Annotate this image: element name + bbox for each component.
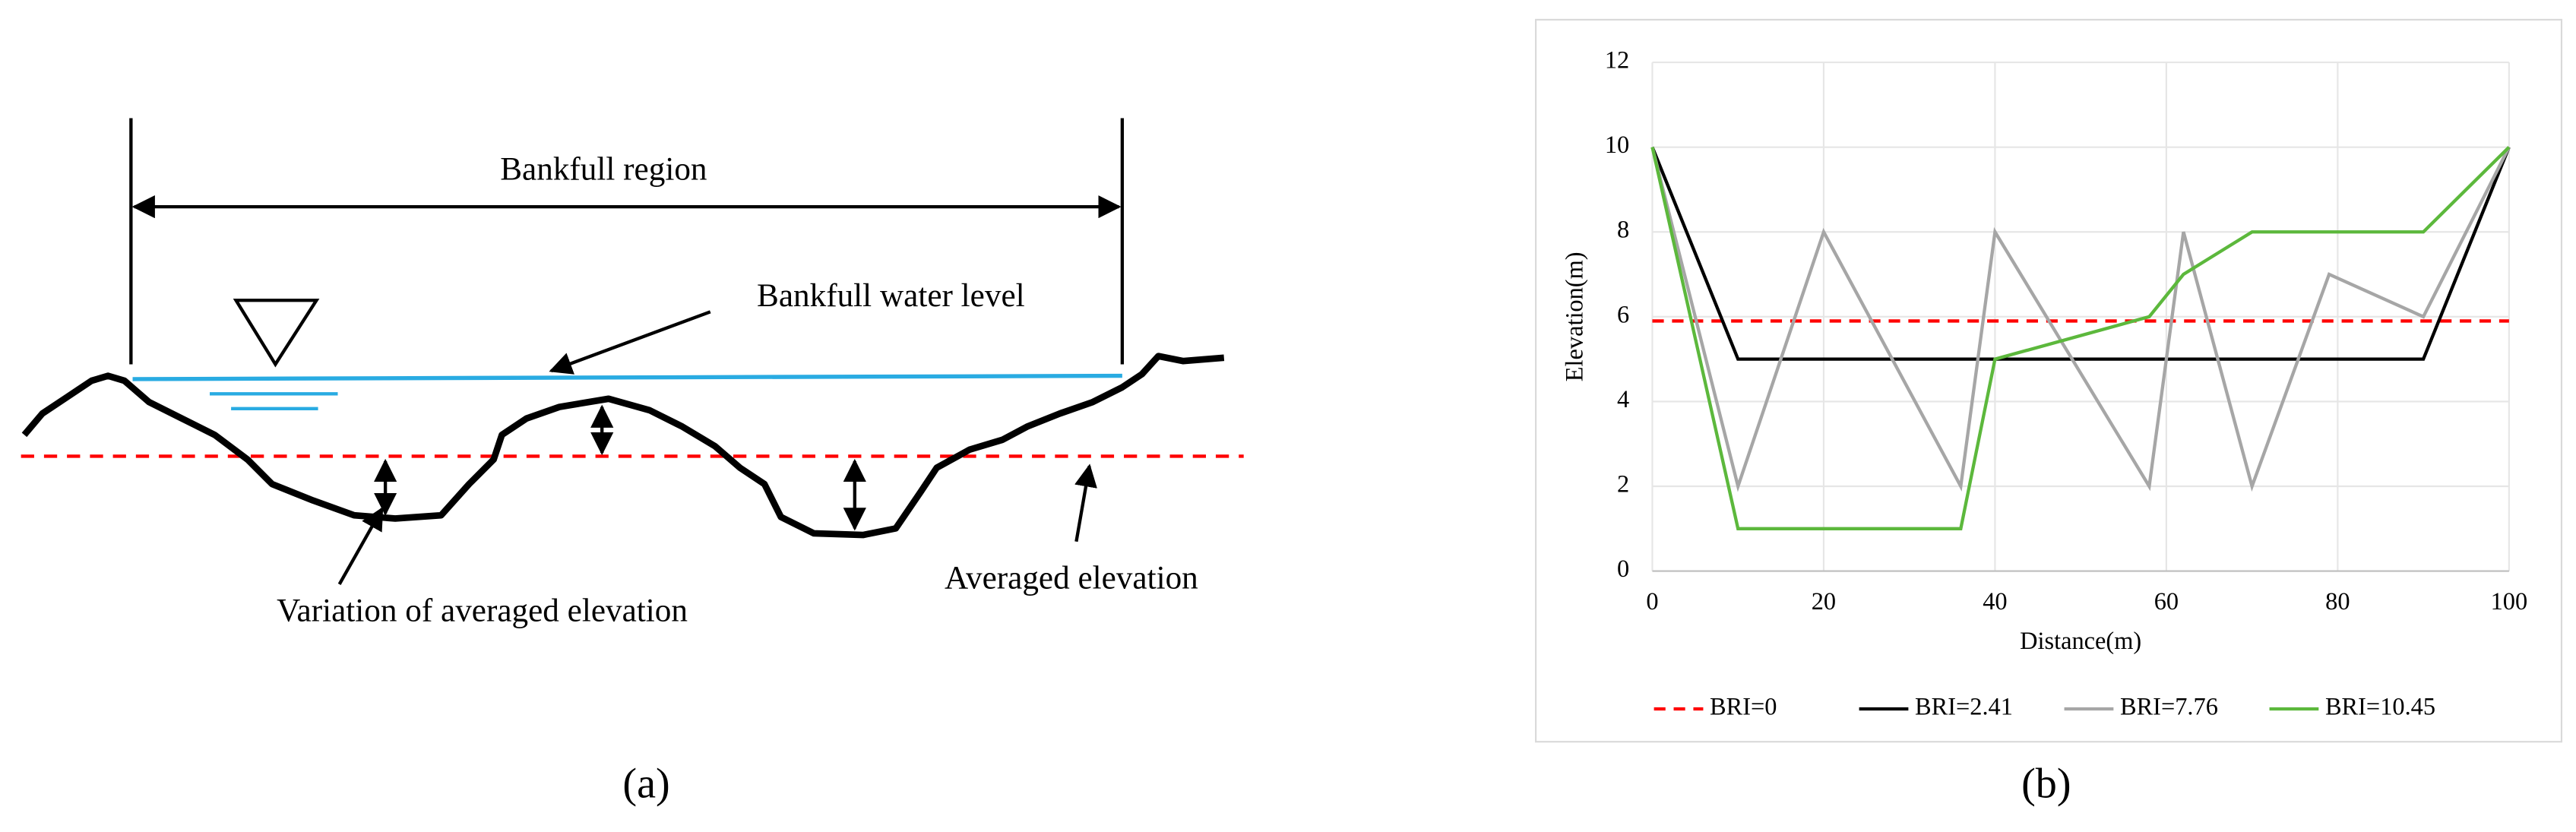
series-line bbox=[1650, 146, 2511, 492]
x-tick-label: 100 bbox=[2491, 588, 2528, 615]
y-tick-label: 2 bbox=[1617, 470, 1629, 498]
series-line bbox=[1650, 146, 2511, 530]
water-level bbox=[132, 373, 1122, 381]
x-tick-label: 20 bbox=[1812, 588, 1836, 615]
y-tick-label: 6 bbox=[1617, 301, 1629, 328]
pointer-arrow bbox=[1074, 463, 1097, 543]
label: Bankfull region bbox=[500, 152, 707, 188]
label: Bankfull water level bbox=[757, 278, 1025, 314]
pointer-arrow bbox=[337, 506, 384, 585]
legend-label: BRI=0 bbox=[1710, 693, 1777, 720]
caption: (a) bbox=[622, 761, 669, 808]
series-line bbox=[1650, 146, 2511, 361]
legend-label: BRI=10.45 bbox=[2325, 693, 2435, 720]
y-axis-label: Elevation(m) bbox=[1562, 251, 1589, 381]
label: Variation of averaged elevation bbox=[277, 593, 688, 629]
legend-label: BRI=2.41 bbox=[1915, 693, 2013, 720]
y-tick-label: 0 bbox=[1617, 555, 1629, 583]
x-tick-label: 40 bbox=[1983, 588, 2007, 615]
y-tick-label: 4 bbox=[1617, 386, 1629, 413]
legend-label: BRI=7.76 bbox=[2120, 693, 2218, 720]
caption: (b) bbox=[2021, 761, 2071, 808]
pointer-arrow bbox=[549, 310, 711, 375]
diagram: Bankfull region Bankfull water level Var… bbox=[21, 118, 1244, 629]
label: Averaged elevation bbox=[945, 560, 1198, 596]
y-tick-label: 12 bbox=[1605, 47, 1629, 74]
terrain bbox=[21, 353, 1225, 539]
x-tick-label: 60 bbox=[2154, 588, 2179, 615]
x-tick-label: 80 bbox=[2325, 588, 2350, 615]
chart-border bbox=[1535, 18, 2563, 743]
x-axis-label: Distance(m) bbox=[2020, 628, 2141, 655]
y-tick-label: 10 bbox=[1605, 131, 1629, 159]
y-tick-label: 8 bbox=[1617, 217, 1629, 244]
water-symbol bbox=[233, 299, 320, 368]
x-tick-label: 0 bbox=[1646, 588, 1658, 615]
chart: Elevation(m) Distance(m) 0 2 4 6 8 10 12 0 20 40 6… bbox=[1562, 47, 2528, 721]
